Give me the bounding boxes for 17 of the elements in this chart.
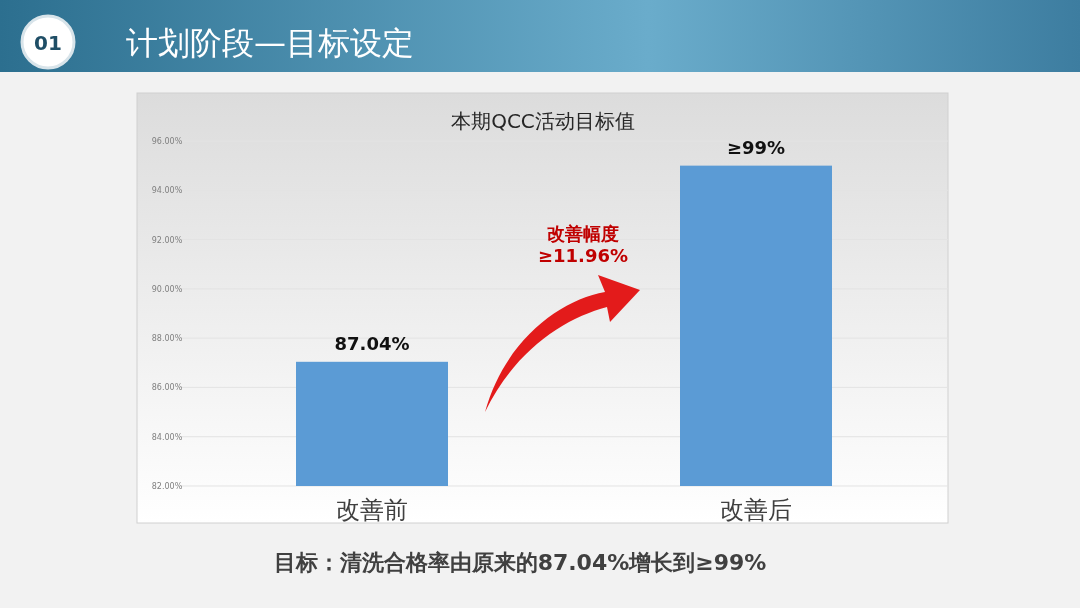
y-tick-label: 88.00% bbox=[151, 334, 183, 344]
annotation: 改善幅度 ≥11.96% bbox=[537, 223, 629, 266]
chart-title: 本期QCC活动目标值 bbox=[451, 109, 635, 133]
y-tick-label: 96.00% bbox=[151, 137, 183, 146]
y-tick-label: 86.00% bbox=[151, 383, 183, 393]
y-tick-label: 92.00% bbox=[151, 235, 183, 245]
x-tick-label: 改善后 bbox=[720, 496, 792, 524]
y-tick-label: 84.00% bbox=[151, 432, 183, 442]
y-tick-label: 90.00% bbox=[151, 284, 183, 294]
data-label: 87.04% bbox=[334, 332, 410, 354]
y-tick-label: 94.00% bbox=[151, 186, 183, 196]
x-tick-label: 改善前 bbox=[336, 496, 408, 524]
text: 01 bbox=[34, 31, 62, 55]
text: 计划阶段—目标设定 bbox=[126, 24, 414, 62]
text: 目标：清洗合格率由原来的87.04%增长到≥99% bbox=[273, 550, 767, 575]
data-label: ≥99% bbox=[726, 136, 786, 158]
y-tick-label: 82.00% bbox=[151, 482, 183, 491]
